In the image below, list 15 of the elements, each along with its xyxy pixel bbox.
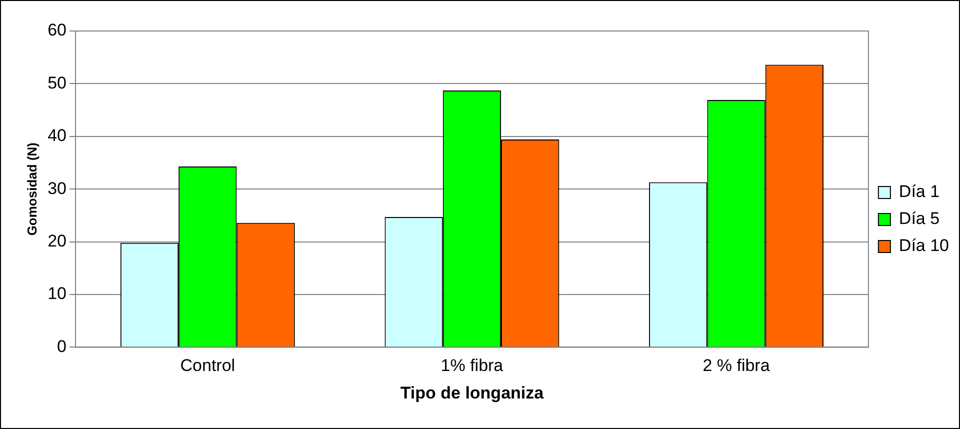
y-axis-title: Gomosidad (N) bbox=[24, 142, 40, 236]
x-tick-label: Control bbox=[180, 356, 236, 376]
legend-label: Día 5 bbox=[898, 209, 940, 228]
y-tick-label: 10 bbox=[48, 284, 67, 304]
y-tick-label: 0 bbox=[57, 336, 67, 356]
x-tick-label: 2 % fibra bbox=[702, 356, 770, 376]
legend-label: Día 1 bbox=[898, 182, 940, 202]
y-tick-label: 30 bbox=[48, 178, 67, 198]
y-tick-label: 60 bbox=[48, 20, 67, 40]
x-axis-title: Tipo de longaniza bbox=[400, 383, 544, 402]
x-tick-label: 1% fibra bbox=[440, 356, 504, 376]
legend-label: Día 10 bbox=[898, 236, 950, 256]
y-tick-label: 50 bbox=[48, 73, 67, 92]
y-tick-label: 40 bbox=[48, 126, 67, 146]
y-tick-label: 20 bbox=[48, 231, 67, 250]
